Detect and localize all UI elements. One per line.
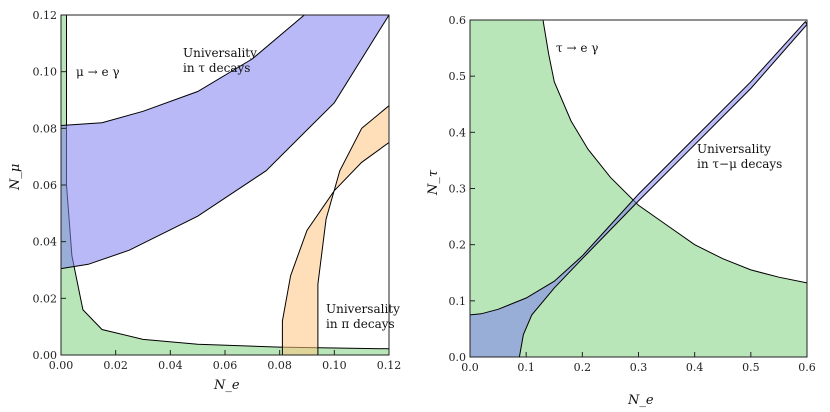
right-y-axis-label: N_τ <box>426 169 441 196</box>
annotation-tau-e-gamma: τ → e γ <box>556 41 598 55</box>
right-x-tick-label: 0.4 <box>686 361 704 374</box>
left-x-tick-label: 0.08 <box>267 359 292 372</box>
annotation-universality-tau-mu-line1: Universality <box>697 142 771 156</box>
right-x-tick-label: 0.0 <box>461 361 479 374</box>
right-x-tick-label: 0.3 <box>630 361 648 374</box>
right-x-tick-label: 0.6 <box>798 361 816 374</box>
tau-e-gamma-region <box>470 20 807 357</box>
left-y-tick-label: 0.02 <box>33 292 58 305</box>
left-x-tick-label: 0.04 <box>158 359 183 372</box>
left-y-tick-label: 0.10 <box>33 66 58 79</box>
universality-tau-region <box>61 15 389 270</box>
right-x-axis-label: N_e <box>627 393 654 408</box>
right-y-tick-label: 0.0 <box>449 351 467 364</box>
right-y-tick-label: 0.3 <box>449 183 467 196</box>
annotation-mu-e-gamma: μ → e γ <box>76 65 120 79</box>
left-y-tick-label: 0.04 <box>33 236 58 249</box>
right-y-tick-label: 0.4 <box>449 126 467 139</box>
annotation-universality-tau-line2: in τ decays <box>183 61 250 75</box>
left-y-tick-label: 0.06 <box>33 179 58 192</box>
left-x-tick-label: 0.06 <box>213 359 238 372</box>
right-x-tick-label: 0.2 <box>574 361 592 374</box>
left-x-tick-label: 0.12 <box>377 359 402 372</box>
left-y-tick-label: 0.12 <box>33 9 58 22</box>
left-x-tick-label: 0.02 <box>103 359 128 372</box>
universality-pi-region <box>281 105 389 355</box>
left-y-tick-label: 0.08 <box>33 122 58 135</box>
right-y-tick-label: 0.6 <box>449 14 467 27</box>
annotation-universality-pi-line1: Universality <box>326 302 400 316</box>
left-x-tick-label: 0.10 <box>322 359 347 372</box>
left-y-axis-label: N_μ <box>8 164 23 191</box>
right-y-tick-label: 0.5 <box>449 70 467 83</box>
right-x-tick-label: 0.5 <box>742 361 760 374</box>
right-y-tick-label: 0.1 <box>449 295 467 308</box>
annotation-universality-tau-mu-line2: in τ−μ decays <box>697 157 782 171</box>
annotation-universality-tau-line1: Universality <box>183 46 257 60</box>
right-chart: 0.0 0.1 0.2 0.3 0.4 0.5 0.6 0.0 0.1 0.2 0.3 0.4 0.5 0… <box>426 14 816 408</box>
left-chart: 0.00 0.02 0.04 0.06 0.08 0.10 0.12 0.00 0.02 0.04… <box>8 9 401 393</box>
left-x-axis-label: N_e <box>213 378 240 393</box>
right-y-tick-label: 0.2 <box>449 239 467 252</box>
left-x-tick-label: 0.00 <box>49 359 74 372</box>
universality-tau-mu-region <box>470 20 807 357</box>
right-x-tick-label: 0.1 <box>517 361 535 374</box>
annotation-universality-pi-line2: in π decays <box>326 317 395 331</box>
left-y-tick-label: 0.00 <box>33 349 58 362</box>
